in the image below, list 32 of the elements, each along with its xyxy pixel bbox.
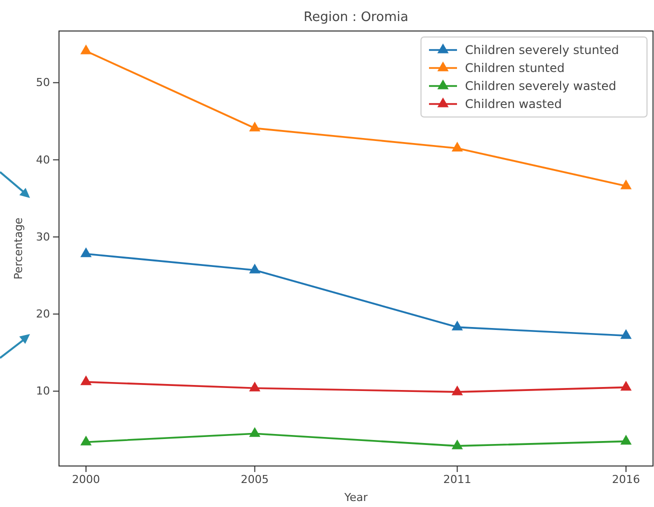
y-tick-label: 50 — [36, 76, 50, 90]
point — [452, 142, 463, 152]
y-tick-label: 10 — [36, 384, 50, 398]
point — [80, 247, 92, 258]
y-tick-label: 30 — [36, 230, 50, 244]
point — [249, 382, 260, 392]
y-axis-title: Percentage — [12, 217, 25, 280]
x-tick-label: 2011 — [443, 472, 472, 486]
legend-label: Children severely stunted — [465, 43, 620, 57]
point — [249, 264, 260, 274]
point — [452, 320, 463, 330]
point — [620, 180, 632, 190]
point — [80, 436, 92, 446]
x-tick-label: 2016 — [612, 472, 640, 486]
point — [249, 427, 260, 437]
point — [80, 375, 92, 386]
point — [249, 122, 260, 132]
point — [620, 329, 632, 339]
point — [452, 385, 463, 396]
x-tick-label: 2005 — [240, 472, 269, 486]
y-tick-label: 20 — [36, 308, 50, 321]
x-axis-title: Year — [343, 491, 368, 504]
point — [620, 434, 632, 445]
x-tick-label: 2000 — [72, 472, 100, 486]
y-tick-label: 40 — [36, 153, 50, 166]
point — [452, 439, 463, 450]
legend-label: Children severely wasted — [465, 79, 616, 93]
legend-label: Children wasted — [465, 97, 562, 111]
chart-title: Region : Oromia — [304, 10, 408, 25]
point — [80, 44, 92, 54]
point — [620, 380, 632, 391]
legend-label: Children stunted — [465, 61, 565, 75]
